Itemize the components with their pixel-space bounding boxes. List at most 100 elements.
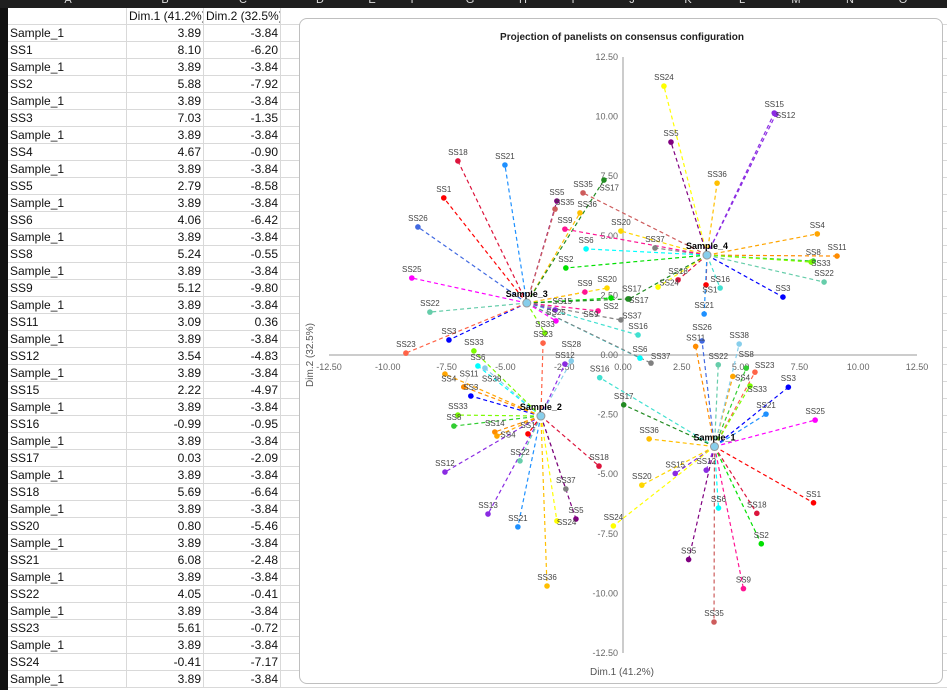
dim1-cell[interactable]: 4.06 bbox=[127, 212, 204, 228]
dim2-cell[interactable]: -8.58 bbox=[204, 178, 281, 194]
dim1-cell[interactable]: 0.03 bbox=[127, 450, 204, 466]
chart-panel[interactable]: Projection of panelists on consensus con… bbox=[299, 18, 943, 684]
column-letter[interactable]: E bbox=[368, 0, 376, 6]
label-cell[interactable]: Sample_1 bbox=[8, 195, 127, 211]
label-cell[interactable]: Sample_1 bbox=[8, 671, 127, 687]
column-letter[interactable]: C bbox=[239, 0, 247, 6]
dim1-cell[interactable]: 2.79 bbox=[127, 178, 204, 194]
dim1-cell[interactable]: 3.89 bbox=[127, 671, 204, 687]
column-letter[interactable]: J bbox=[629, 0, 635, 6]
column-letter[interactable]: M bbox=[791, 0, 801, 6]
dim1-cell[interactable]: 3.89 bbox=[127, 161, 204, 177]
dim1-cell[interactable]: 5.61 bbox=[127, 620, 204, 636]
dim1-cell[interactable]: 4.05 bbox=[127, 586, 204, 602]
dim1-cell[interactable]: 3.89 bbox=[127, 365, 204, 381]
label-cell[interactable]: Sample_1 bbox=[8, 365, 127, 381]
column-letter[interactable]: F bbox=[410, 0, 418, 6]
dim1-cell[interactable]: 3.89 bbox=[127, 535, 204, 551]
label-cell[interactable]: SS4 bbox=[8, 144, 127, 160]
dim2-cell[interactable]: -6.64 bbox=[204, 484, 281, 500]
column-letter[interactable]: K bbox=[684, 0, 692, 6]
label-cell[interactable]: SS12 bbox=[8, 348, 127, 364]
label-cell[interactable]: SS1 bbox=[8, 42, 127, 58]
label-cell[interactable]: SS3 bbox=[8, 110, 127, 126]
dim1-cell[interactable]: 3.89 bbox=[127, 501, 204, 517]
label-cell[interactable]: Sample_1 bbox=[8, 637, 127, 653]
dim1-cell[interactable]: -0.41 bbox=[127, 654, 204, 670]
dim1-cell[interactable]: 3.89 bbox=[127, 603, 204, 619]
dim1-cell[interactable]: 7.03 bbox=[127, 110, 204, 126]
dim2-cell[interactable]: -9.80 bbox=[204, 280, 281, 296]
label-cell[interactable]: SS5 bbox=[8, 178, 127, 194]
label-cell[interactable]: SS20 bbox=[8, 518, 127, 534]
dim1-cell[interactable]: 0.80 bbox=[127, 518, 204, 534]
column-letter[interactable]: A bbox=[64, 0, 72, 6]
header-cell-dim1[interactable]: Dim.1 (41.2%) bbox=[129, 8, 204, 24]
dim2-cell[interactable]: -0.55 bbox=[204, 246, 281, 262]
label-cell[interactable]: SS11 bbox=[8, 314, 127, 330]
column-letter[interactable]: G bbox=[465, 0, 475, 6]
label-cell[interactable]: SS8 bbox=[8, 246, 127, 262]
dim1-cell[interactable]: 3.89 bbox=[127, 569, 204, 585]
dim2-cell[interactable]: -3.84 bbox=[204, 161, 281, 177]
header-cell[interactable] bbox=[8, 8, 127, 24]
dim2-cell[interactable]: -3.84 bbox=[204, 569, 281, 585]
dim2-cell[interactable]: -2.09 bbox=[204, 450, 281, 466]
dim1-cell[interactable]: 3.89 bbox=[127, 331, 204, 347]
dim1-cell[interactable]: 3.89 bbox=[127, 297, 204, 313]
dim1-cell[interactable]: 6.08 bbox=[127, 552, 204, 568]
label-cell[interactable]: SS22 bbox=[8, 586, 127, 602]
label-cell[interactable]: Sample_1 bbox=[8, 467, 127, 483]
dim1-cell[interactable]: 3.89 bbox=[127, 127, 204, 143]
dim2-cell[interactable]: -3.84 bbox=[204, 331, 281, 347]
column-letter[interactable]: H bbox=[519, 0, 527, 6]
dim2-cell[interactable]: -3.84 bbox=[204, 399, 281, 415]
column-letter[interactable]: B bbox=[161, 0, 169, 6]
dim2-cell[interactable]: -6.20 bbox=[204, 42, 281, 58]
dim2-cell[interactable]: -3.84 bbox=[204, 195, 281, 211]
dim1-cell[interactable]: 5.12 bbox=[127, 280, 204, 296]
label-cell[interactable]: Sample_1 bbox=[8, 399, 127, 415]
dim2-cell[interactable]: -3.84 bbox=[204, 25, 281, 41]
label-cell[interactable]: SS9 bbox=[8, 280, 127, 296]
dim1-cell[interactable]: 5.88 bbox=[127, 76, 204, 92]
dim1-cell[interactable]: 8.10 bbox=[127, 42, 204, 58]
column-letter[interactable]: N bbox=[846, 0, 854, 6]
label-cell[interactable]: Sample_1 bbox=[8, 569, 127, 585]
dim2-cell[interactable]: -4.97 bbox=[204, 382, 281, 398]
dim2-cell[interactable]: -7.17 bbox=[204, 654, 281, 670]
dim2-cell[interactable]: -5.46 bbox=[204, 518, 281, 534]
dim2-cell[interactable]: -3.84 bbox=[204, 467, 281, 483]
label-cell[interactable]: SS24 bbox=[8, 654, 127, 670]
label-cell[interactable]: SS15 bbox=[8, 382, 127, 398]
label-cell[interactable]: SS2 bbox=[8, 76, 127, 92]
dim2-cell[interactable]: -3.84 bbox=[204, 603, 281, 619]
dim2-cell[interactable]: -6.42 bbox=[204, 212, 281, 228]
column-letter[interactable]: I bbox=[571, 0, 575, 6]
dim1-cell[interactable]: 3.09 bbox=[127, 314, 204, 330]
label-cell[interactable]: Sample_1 bbox=[8, 59, 127, 75]
label-cell[interactable]: Sample_1 bbox=[8, 229, 127, 245]
dim1-cell[interactable]: -0.99 bbox=[127, 416, 204, 432]
label-cell[interactable]: Sample_1 bbox=[8, 297, 127, 313]
label-cell[interactable]: Sample_1 bbox=[8, 433, 127, 449]
dim1-cell[interactable]: 4.67 bbox=[127, 144, 204, 160]
dim2-cell[interactable]: -3.84 bbox=[204, 501, 281, 517]
dim2-cell[interactable]: -0.90 bbox=[204, 144, 281, 160]
column-letter[interactable]: O bbox=[898, 0, 908, 6]
header-cell-dim2[interactable]: Dim.2 (32.5%) bbox=[206, 8, 281, 24]
label-cell[interactable]: Sample_1 bbox=[8, 535, 127, 551]
column-letter[interactable]: L bbox=[738, 0, 746, 6]
label-cell[interactable]: Sample_1 bbox=[8, 93, 127, 109]
dim2-cell[interactable]: -3.84 bbox=[204, 535, 281, 551]
label-cell[interactable]: Sample_1 bbox=[8, 25, 127, 41]
label-cell[interactable]: Sample_1 bbox=[8, 263, 127, 279]
dim1-cell[interactable]: 3.54 bbox=[127, 348, 204, 364]
dim2-cell[interactable]: -3.84 bbox=[204, 365, 281, 381]
label-cell[interactable]: SS23 bbox=[8, 620, 127, 636]
dim1-cell[interactable]: 3.89 bbox=[127, 433, 204, 449]
dim2-cell[interactable]: -3.84 bbox=[204, 263, 281, 279]
dim2-cell[interactable]: -0.41 bbox=[204, 586, 281, 602]
dim2-cell[interactable]: -3.84 bbox=[204, 127, 281, 143]
dim1-cell[interactable]: 3.89 bbox=[127, 399, 204, 415]
